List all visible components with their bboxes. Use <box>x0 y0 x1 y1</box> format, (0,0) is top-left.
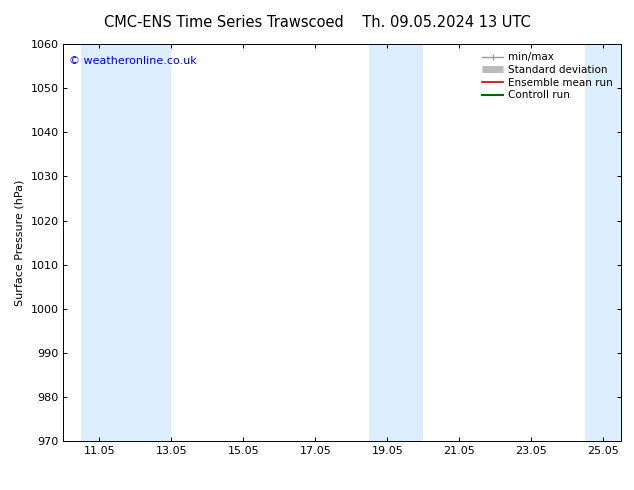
Y-axis label: Surface Pressure (hPa): Surface Pressure (hPa) <box>15 179 25 306</box>
Bar <box>585 44 621 441</box>
Bar <box>81 44 171 441</box>
Bar <box>370 44 424 441</box>
Text: © weatheronline.co.uk: © weatheronline.co.uk <box>69 56 197 66</box>
Text: CMC-ENS Time Series Trawscoed    Th. 09.05.2024 13 UTC: CMC-ENS Time Series Trawscoed Th. 09.05.… <box>103 15 531 30</box>
Legend: min/max, Standard deviation, Ensemble mean run, Controll run: min/max, Standard deviation, Ensemble me… <box>479 49 616 103</box>
